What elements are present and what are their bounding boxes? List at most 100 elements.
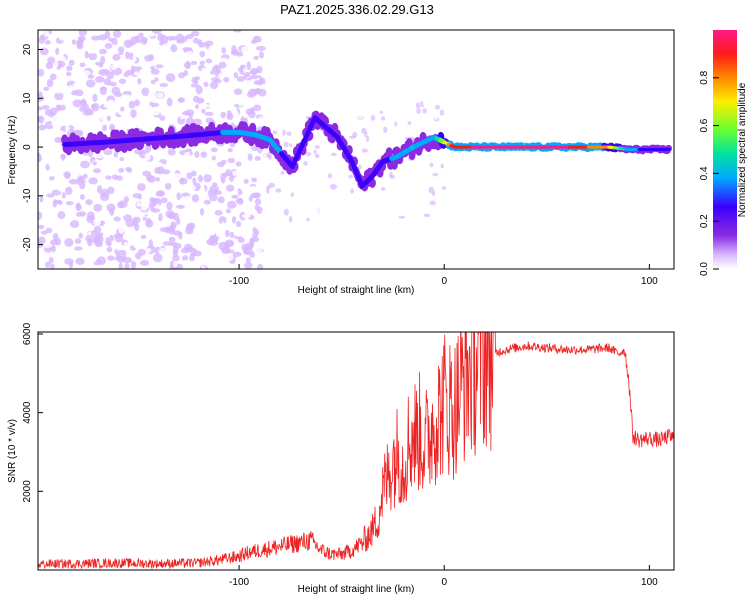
spectrogram-noise-cell <box>80 160 91 169</box>
spectrogram-noise-cell <box>46 193 55 198</box>
spectrogram-noise-cell <box>84 87 90 97</box>
spectrogram-noise-cell <box>159 45 166 51</box>
spectrogram-noise-cell <box>118 167 125 173</box>
spectrogram-noise-cell <box>92 161 98 166</box>
snr-xtick-label: 0 <box>441 577 447 588</box>
spectrogram-noise-cell <box>352 131 358 138</box>
spectrogram-noise-cell <box>303 199 309 207</box>
spectrogram-noise-cell <box>130 260 137 269</box>
spectrogram-noise-cell <box>122 94 131 103</box>
spectrogram-noise-cell <box>131 197 141 203</box>
spectrogram-noise-cell <box>253 55 259 60</box>
spectrogram-noise-cell <box>159 115 166 121</box>
spectrogram-noise-cell <box>284 97 292 103</box>
spectrogram-noise-cell <box>57 264 64 269</box>
spectrogram-noise-cell <box>159 35 169 45</box>
spectrogram-noise-cell <box>428 186 435 194</box>
spectrogram-noise-cell <box>43 243 53 248</box>
spectrogram-noise-cell <box>38 142 42 147</box>
spectrogram-noise-cell <box>134 99 140 107</box>
spectrogram-noise-cell <box>54 237 62 246</box>
spectrogram-noise-cell <box>314 153 320 159</box>
spectrogram-noise-cell <box>209 81 219 90</box>
spectrogram-noise-cell <box>184 151 191 159</box>
spectrogram-noise-cell <box>423 213 429 217</box>
spectrogram-noise-cell <box>370 114 376 121</box>
spectrogram-noise-cell <box>433 131 439 135</box>
spectrogram-noise-cell <box>149 197 156 203</box>
spectrogram-noise-cell <box>254 198 262 206</box>
spectrogram-noise-cell <box>253 80 263 86</box>
spectrogram-noise-cell <box>433 116 439 120</box>
spectrogram-noise-cell <box>111 174 119 180</box>
spectrogram-noise-cell <box>123 241 130 249</box>
spectrogram-noise-cell <box>74 238 82 244</box>
spectrogram-noise-cell <box>244 262 253 269</box>
spectrogram-noise-cell <box>123 71 130 78</box>
spectrogram-noise-cell <box>284 107 291 115</box>
spectrogram-noise-cell <box>142 190 149 200</box>
spectrogram-noise-cell <box>199 60 205 65</box>
spectrogram-noise-cell <box>76 40 83 49</box>
spectrogram-noise-cell <box>254 155 261 161</box>
spectrogram-noise-cell <box>233 88 243 96</box>
spectrogram-noise-cell <box>330 152 337 156</box>
spectrogram-noise-cell <box>166 201 173 211</box>
spectrogram-noise-cell <box>182 255 189 262</box>
spectrogram-noise-cell <box>220 111 227 119</box>
spectrogram-noise-cell <box>315 208 323 214</box>
spectrogram-noise-cell <box>104 228 115 235</box>
spectrogram-noise-cell <box>93 225 102 234</box>
spectrogram-ridge-cell <box>241 121 249 132</box>
spectrogram-noise-cell <box>152 253 163 263</box>
spectrogram-noise-cell <box>123 175 133 184</box>
spectrogram-noise-cell <box>287 200 293 207</box>
spectrogram-noise-cell <box>213 99 223 105</box>
spectrogram-noise-cell <box>232 30 242 33</box>
spectrogram-noise-cell <box>236 204 244 210</box>
spectrogram-noise-cell <box>170 35 178 41</box>
spectrogram-noise-cell <box>133 232 141 242</box>
spectrogram-noise-cell <box>152 30 162 35</box>
spectrogram-noise-cell <box>145 31 156 37</box>
spectrogram-noise-cell <box>192 177 197 184</box>
spectrogram-noise-cell <box>250 107 255 114</box>
spectrogram-noise-cell <box>413 194 419 199</box>
spectrogram-noise-cell <box>183 243 193 252</box>
spectrogram-noise-cell <box>137 78 142 85</box>
spectrogram-noise-cell <box>46 78 54 88</box>
spectrogram-noise-cell <box>210 226 216 236</box>
spectrogram-noise-cell <box>214 259 220 265</box>
spectrogram-noise-cell <box>440 163 444 169</box>
spectrogram-ytick-label: 20 <box>22 44 33 56</box>
spectrogram-noise-cell <box>441 157 447 164</box>
spectrogram-noise-cell <box>391 110 395 115</box>
spectrogram-noise-cell <box>255 244 263 253</box>
spectrogram-noise-cell <box>158 247 167 256</box>
spectrogram-noise-cell <box>117 249 127 256</box>
spectrogram-noise-cell <box>359 194 365 199</box>
spectrogram-noise-cell <box>206 238 214 246</box>
spectrogram-noise-cell <box>104 221 112 227</box>
spectrogram-noise-cell <box>93 217 102 226</box>
spectrogram-noise-cell <box>233 113 242 120</box>
spectrogram-noise-cell <box>38 68 45 77</box>
spectrogram-noise-cell <box>185 34 194 40</box>
spectrogram-noise-cell <box>428 177 434 184</box>
snr-xlabel: Height of straight line (km) <box>298 584 415 595</box>
spectrogram-noise-cell <box>280 170 285 175</box>
spectrogram-noise-cell <box>337 104 344 108</box>
spectrogram-noise-cell <box>56 184 65 192</box>
spectrogram-noise-cell <box>105 175 112 180</box>
spectrogram-noise-cell <box>106 246 113 253</box>
spectrogram-noise-cell <box>125 51 130 60</box>
spectrogram-noise-cell <box>169 60 174 67</box>
spectrogram-noise-cell <box>231 216 237 224</box>
spectrogram-noise-cell <box>144 104 153 111</box>
spectrogram-noise-cell <box>123 214 132 222</box>
spectrogram-noise-cell <box>362 108 368 113</box>
spectrogram-noise-cell <box>68 59 75 66</box>
spectrogram-noise-cell <box>119 106 125 112</box>
spectrogram-noise-cell <box>72 82 79 90</box>
spectrogram-noise-cell <box>63 171 71 179</box>
